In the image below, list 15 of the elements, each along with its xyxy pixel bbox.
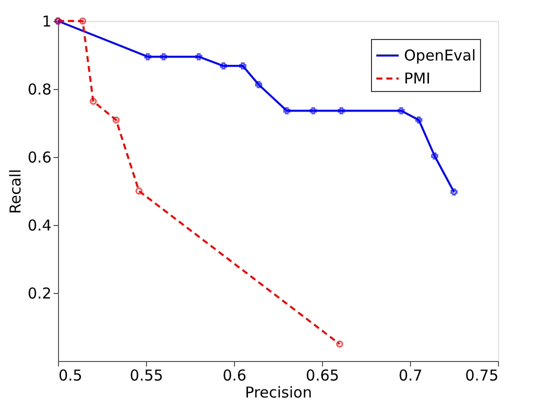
- legend-label: PMI: [404, 70, 430, 88]
- y-tick-label: 0.2: [28, 284, 52, 302]
- y-tick-label: 1: [42, 12, 52, 30]
- x-tick-label: 0.6: [222, 366, 246, 384]
- x-tick-label: 0.75: [465, 366, 498, 384]
- x-axis-title: Precision: [245, 384, 312, 402]
- x-tick-label: 0.65: [306, 366, 340, 384]
- x-tick-label: 0.5: [58, 366, 82, 384]
- x-tick-label: 0.7: [398, 366, 422, 384]
- y-tick-label: 0.4: [28, 216, 52, 234]
- y-axis-title: Recall: [6, 169, 25, 214]
- x-tick-label: 0.55: [130, 366, 164, 384]
- y-tick-label: 0.6: [28, 148, 52, 166]
- y-tick-label: 0.8: [28, 80, 52, 98]
- legend-label: OpenEval: [404, 46, 476, 64]
